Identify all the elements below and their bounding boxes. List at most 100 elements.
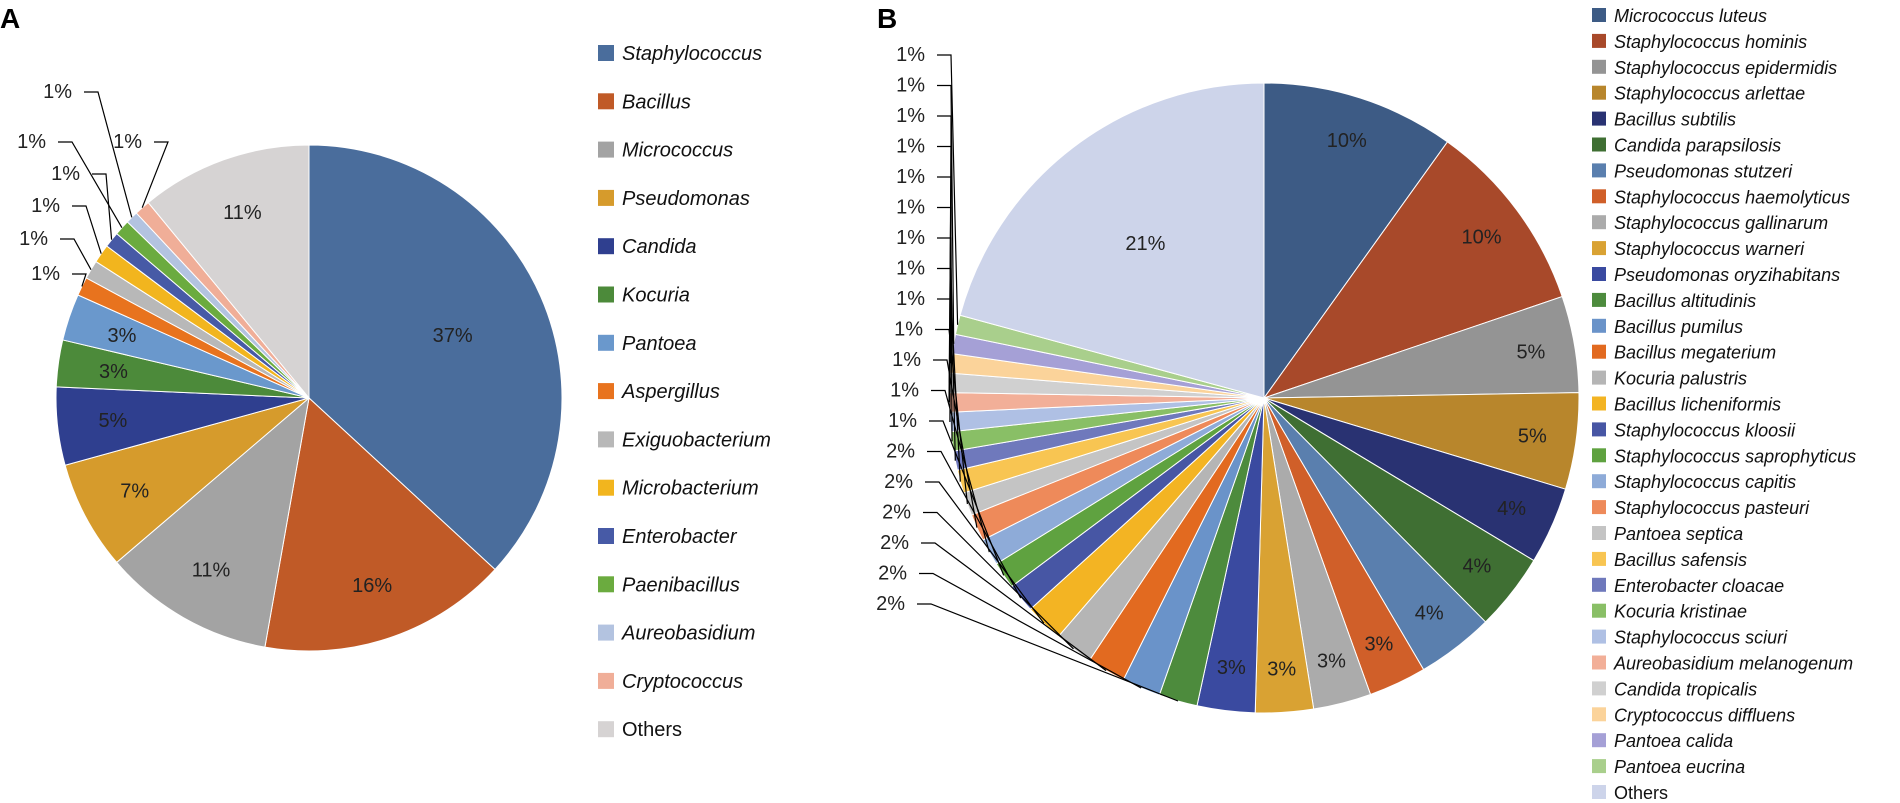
legend-swatch [598, 721, 614, 738]
data-label: 1% [896, 288, 925, 310]
leader-line [923, 511, 1074, 650]
legend-label: Microbacterium [622, 478, 759, 500]
data-label: 3% [1267, 658, 1296, 680]
data-label: 1% [896, 258, 925, 280]
legend-swatch [1592, 577, 1606, 592]
legend-label: Staphylococcus gallinarum [1614, 213, 1828, 233]
legend-label: Pantoea calida [1614, 731, 1733, 751]
legend-swatch [1592, 189, 1606, 204]
data-label: 5% [1518, 425, 1547, 447]
legend-swatch [598, 141, 614, 158]
legend-label: Staphylococcus sciuri [1614, 628, 1788, 648]
legend-label: Exiguobacterium [622, 429, 771, 451]
panel-letter-a: A [0, 3, 20, 34]
data-label: 2% [884, 471, 913, 493]
legend-swatch [598, 383, 614, 400]
data-label: 2% [882, 502, 911, 524]
leader-line [141, 141, 169, 208]
legend-swatch [598, 576, 614, 593]
legend-label: Bacillus licheniformis [1614, 395, 1781, 415]
legend-swatch [598, 189, 614, 206]
legend-label: Candida parapsilosis [1614, 136, 1781, 156]
legend-swatch [598, 93, 614, 110]
leader-line [919, 572, 1142, 689]
leader-line [931, 389, 990, 553]
legend-label: Kocuria [622, 285, 690, 307]
legend-swatch [1592, 733, 1606, 748]
pie-slice [147, 144, 310, 400]
leader-line [84, 91, 133, 218]
leader-line [60, 238, 92, 270]
legend-label: Staphylococcus epidermidis [1614, 58, 1837, 78]
data-label: 1% [17, 131, 46, 153]
legend-swatch [598, 479, 614, 496]
leader-line [927, 450, 1022, 599]
legend-swatch [598, 45, 614, 61]
legend-swatch [598, 672, 614, 689]
leader-line [935, 328, 968, 505]
legend-swatch [1592, 396, 1606, 411]
legend-swatch [1592, 526, 1606, 540]
legend-swatch [1592, 655, 1606, 670]
legend-label: Pseudomonas oryzihabitans [1614, 265, 1840, 285]
legend-label: Kocuria kristinae [1614, 602, 1747, 622]
legend-label: Pantoea [622, 333, 697, 355]
legend-label: Enterobacter cloacae [1614, 576, 1784, 596]
legend-label: Micrococcus [622, 140, 733, 162]
legend-swatch [1592, 344, 1606, 359]
leader-line [72, 205, 102, 254]
pie-slice [115, 396, 310, 648]
data-label: 2% [876, 593, 905, 615]
data-label: 1% [31, 195, 60, 217]
data-label: 1% [896, 227, 925, 249]
legend-label: Staphylococcus pasteuri [1614, 498, 1810, 518]
legend-swatch [1592, 448, 1606, 463]
data-label: 1% [19, 228, 48, 250]
legend-label: Staphylococcus warneri [1614, 239, 1805, 259]
legend-swatch [1592, 603, 1606, 618]
legend-swatch [1592, 474, 1606, 489]
data-label: 2% [878, 563, 907, 585]
pie-chart-b: 10% 10% 5% 5% 4% 4% 4% 3% 3% 3% 3% 21% 2% 2% 2% 2% 2% 2% 1… [876, 44, 1580, 714]
legend-swatch [1592, 111, 1606, 126]
data-label: 5% [1516, 342, 1545, 364]
legend-label: Aureobasidium melanogenum [1613, 654, 1853, 674]
legend-label: Staphylococcus arlettae [1614, 84, 1805, 104]
data-label: 1% [892, 349, 921, 371]
data-label: 1% [896, 75, 925, 97]
leader-line [917, 603, 1179, 702]
panel-letter-b: B [877, 3, 897, 34]
legend-swatch [1592, 8, 1606, 22]
legend-label: Pseudomonas [622, 188, 750, 210]
pie-slice [264, 397, 496, 652]
legend-swatch [1592, 370, 1606, 385]
data-label: 37% [433, 325, 473, 347]
data-label: 4% [1497, 498, 1526, 520]
legend-swatch [598, 431, 614, 448]
legend-label: Bacillus altitudinis [1614, 291, 1756, 311]
legend-label: Pantoea septica [1614, 524, 1743, 544]
pie-slice [1262, 141, 1563, 399]
legend-label: Cryptococcus diffluens [1614, 705, 1795, 725]
legend-label: Enterobacter [622, 526, 738, 548]
leader-line [58, 141, 123, 229]
data-label: 10% [1327, 130, 1367, 152]
legend-swatch [1592, 59, 1606, 74]
legend-label: Bacillus pumilus [1614, 317, 1743, 337]
data-label: 2% [880, 532, 909, 554]
legend-label: Pantoea eucrina [1614, 757, 1745, 777]
legend-swatch [598, 528, 614, 544]
data-label: 1% [894, 319, 923, 341]
legend-swatch [1592, 629, 1606, 644]
legend-swatch [1592, 292, 1606, 307]
leader-line [72, 273, 87, 287]
data-label: 2% [886, 441, 915, 463]
data-label: 1% [896, 197, 925, 219]
data-label: 11% [223, 202, 262, 224]
data-label: 3% [1317, 650, 1346, 672]
legend-swatch [1592, 267, 1606, 281]
legend-label: Staphylococcus saprophyticus [1614, 446, 1856, 466]
data-label: 3% [1364, 633, 1393, 655]
legend-label: Staphylococcus hominis [1614, 32, 1807, 52]
